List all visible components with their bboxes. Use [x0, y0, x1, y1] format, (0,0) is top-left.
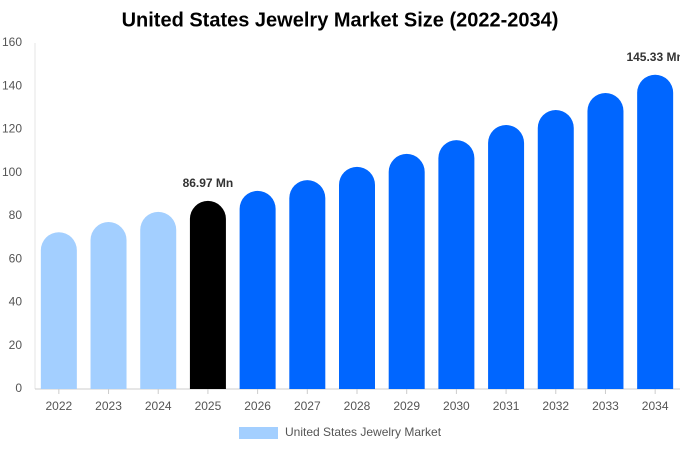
y-tick-label: 100	[2, 165, 22, 179]
x-tick-label: 2026	[244, 399, 271, 413]
bar	[537, 110, 574, 389]
y-tick-label: 80	[9, 208, 23, 222]
bar	[90, 222, 127, 389]
value-label: 145.33 Mn	[626, 50, 680, 64]
bar	[388, 153, 425, 389]
y-tick-label: 60	[9, 251, 23, 265]
bar	[40, 232, 77, 389]
y-tick-label: 120	[2, 122, 22, 136]
x-tick-label: 2029	[393, 399, 420, 413]
legend-swatch	[239, 427, 278, 439]
bar	[637, 74, 674, 389]
y-tick-label: 40	[9, 295, 23, 309]
bar	[140, 211, 177, 389]
legend-label: United States Jewelry Market	[285, 425, 442, 439]
x-tick-label: 2028	[344, 399, 371, 413]
x-tick-label: 2030	[443, 399, 470, 413]
y-tick-label: 140	[2, 78, 22, 92]
x-tick-label: 2025	[195, 399, 222, 413]
x-tick-label: 2024	[145, 399, 172, 413]
value-label: 86.97 Mn	[183, 176, 234, 190]
x-tick-label: 2033	[592, 399, 619, 413]
x-tick-label: 2032	[542, 399, 569, 413]
bar	[587, 92, 624, 390]
bar	[189, 200, 226, 389]
x-tick-label: 2022	[45, 399, 72, 413]
x-tick-label: 2031	[493, 399, 520, 413]
bar	[488, 124, 525, 389]
y-tick-label: 160	[2, 35, 22, 49]
x-tick-label: 2023	[95, 399, 122, 413]
chart-title: United States Jewelry Market Size (2022-…	[122, 9, 559, 31]
bar	[339, 166, 375, 389]
bar	[289, 180, 326, 389]
x-tick-label: 2027	[294, 399, 321, 413]
y-tick-label: 20	[9, 338, 23, 352]
y-tick-label: 0	[15, 381, 22, 395]
x-tick-label: 2034	[642, 399, 669, 413]
bar	[239, 190, 276, 389]
bar	[438, 140, 475, 389]
